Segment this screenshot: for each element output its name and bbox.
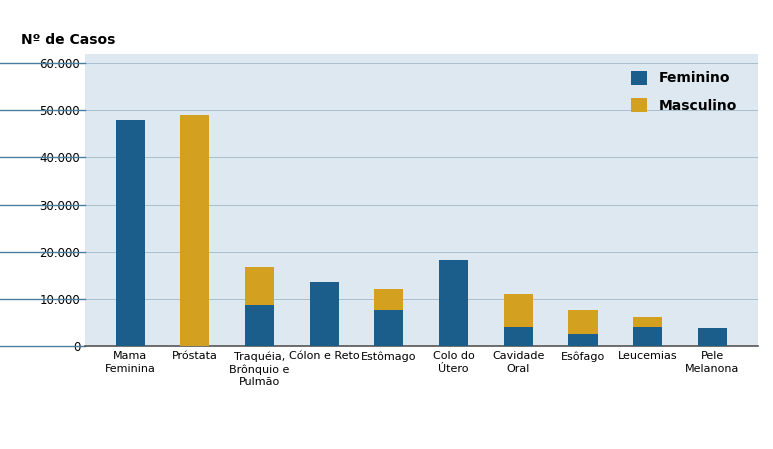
Bar [633, 317, 662, 327]
Bar [116, 120, 145, 346]
Text: Nº de Casos: Nº de Casos [21, 34, 115, 48]
Bar [374, 310, 404, 346]
Bar [245, 305, 274, 346]
Bar [698, 328, 727, 346]
Bar [245, 267, 274, 305]
Bar [568, 310, 598, 334]
Bar [504, 294, 533, 327]
Legend: Feminino, Masculino: Feminino, Masculino [624, 64, 744, 120]
Bar [568, 334, 598, 346]
Bar [439, 260, 468, 346]
Bar [374, 289, 404, 310]
Bar [504, 327, 533, 346]
Bar [180, 115, 209, 346]
Bar [310, 282, 339, 346]
Bar [633, 327, 662, 346]
